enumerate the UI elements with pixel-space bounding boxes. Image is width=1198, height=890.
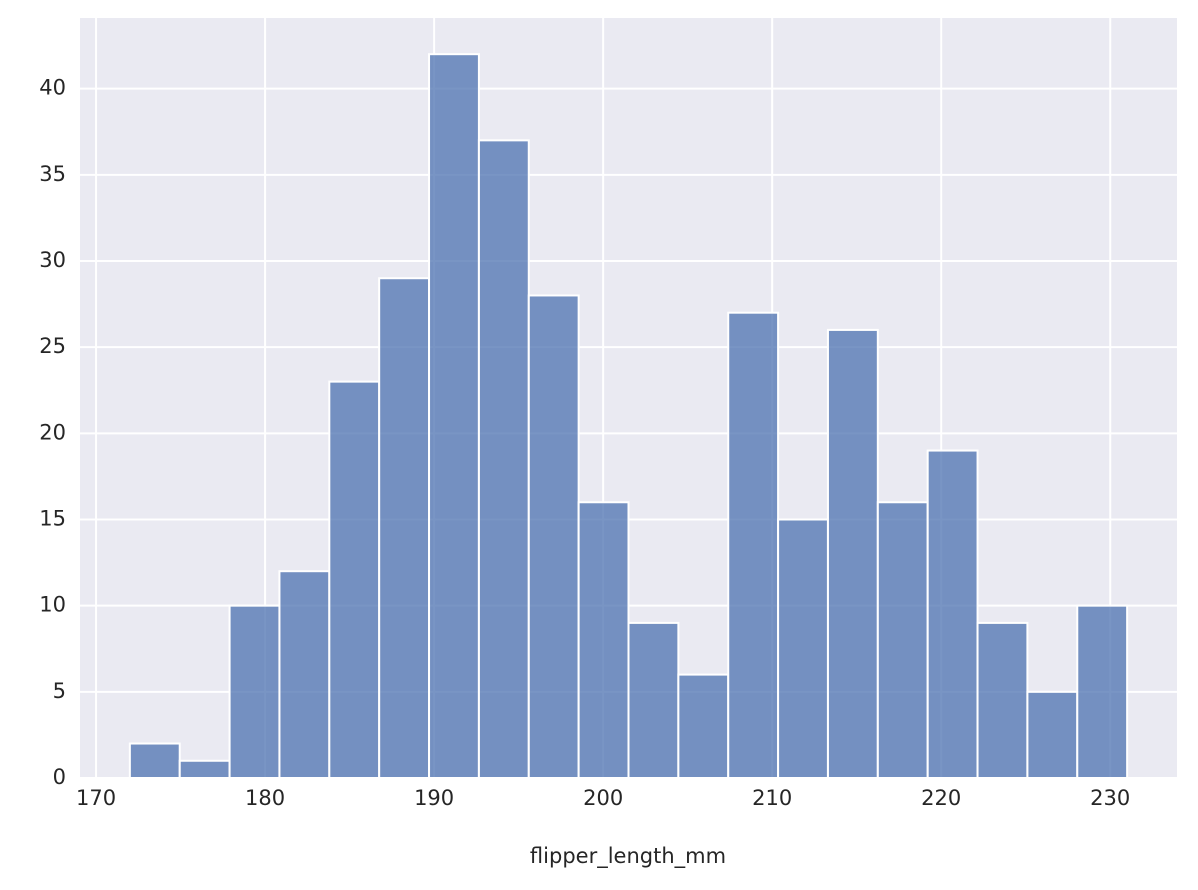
bar (527, 294, 580, 779)
bar (727, 311, 780, 779)
bar (428, 53, 480, 779)
bar (976, 621, 1029, 779)
bar (876, 501, 929, 779)
y-tick-label: 15 (39, 506, 66, 530)
bar (178, 759, 231, 779)
bar (826, 328, 879, 779)
x-tick-label: 190 (414, 786, 454, 810)
x-tick-label: 230 (1090, 786, 1130, 810)
y-tick-label: 25 (39, 334, 66, 358)
y-tick-label: 0 (53, 765, 66, 789)
y-tick-label: 35 (39, 162, 66, 186)
y-tick-label: 10 (39, 593, 66, 617)
x-axis-label: flipper_length_mm (530, 844, 726, 869)
x-tick-label: 170 (76, 786, 116, 810)
bar (228, 604, 281, 780)
x-tick-label: 220 (921, 786, 961, 810)
y-tick-label: 30 (39, 248, 66, 272)
x-tick-label: 200 (583, 786, 623, 810)
x-tick-label: 210 (752, 786, 792, 810)
y-tick-label: 20 (39, 420, 66, 444)
bar (677, 673, 730, 779)
bar (477, 139, 530, 779)
bar (777, 518, 829, 779)
bar (128, 742, 181, 780)
bar (278, 570, 331, 779)
bar (1026, 690, 1079, 780)
bar (926, 449, 979, 779)
bar (627, 621, 680, 779)
bar (328, 380, 381, 779)
bar (378, 277, 431, 779)
x-tick-label: 180 (245, 786, 285, 810)
y-tick-label: 5 (53, 679, 66, 703)
bar (577, 501, 630, 779)
bar (1076, 604, 1129, 780)
y-tick-label: 40 (39, 76, 66, 100)
